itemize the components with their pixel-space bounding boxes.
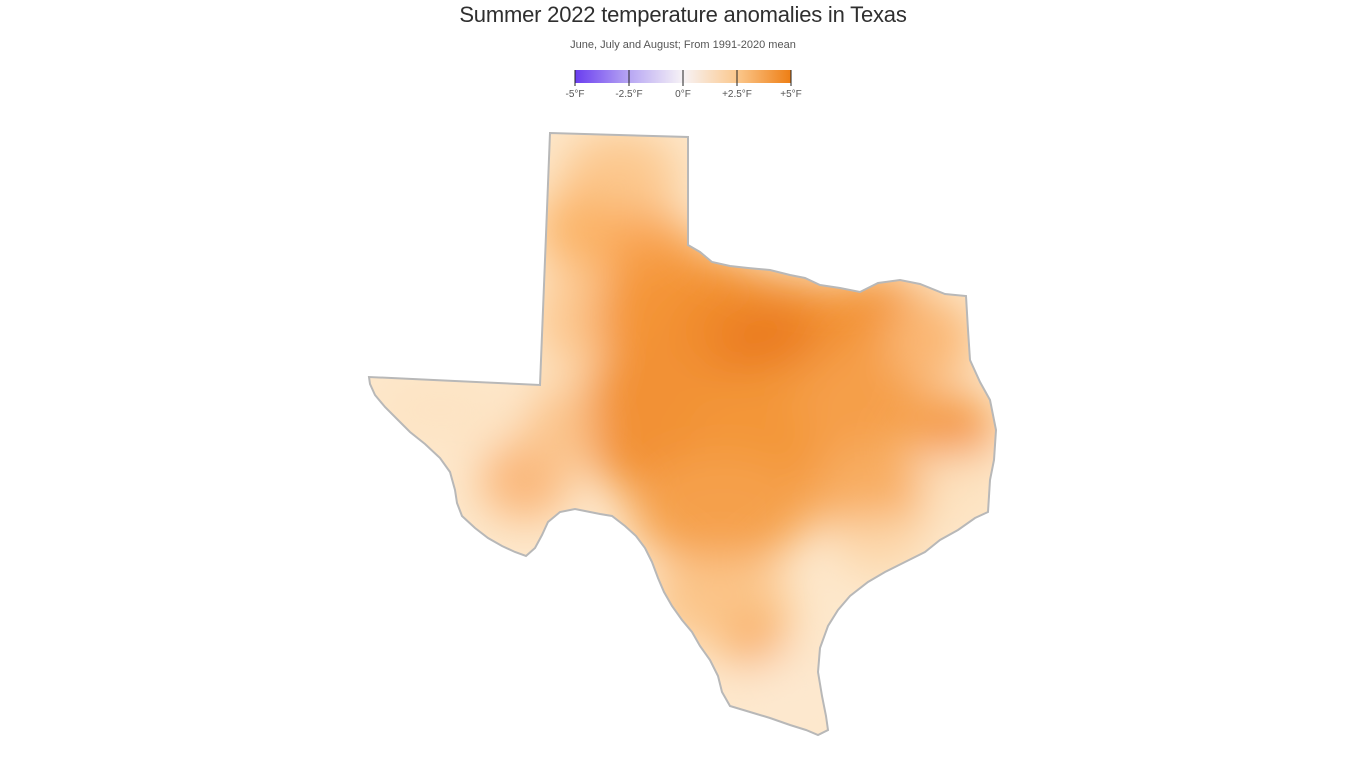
chart-title: Summer 2022 temperature anomalies in Tex… (459, 2, 907, 27)
legend-label-2: 0°F (675, 89, 691, 100)
legend-svg: -5°F -2.5°F 0°F +2.5°F +5°F (566, 70, 802, 100)
legend-label-1: -2.5°F (615, 89, 642, 100)
anomaly-field (369, 133, 996, 735)
legend-label-3: +2.5°F (722, 89, 752, 100)
anomaly-blobs (370, 133, 996, 730)
legend-label-0: -5°F (566, 89, 585, 100)
chart-subtitle: June, July and August; From 1991-2020 me… (570, 39, 796, 51)
color-legend: -5°F -2.5°F 0°F +2.5°F +5°F (560, 66, 806, 106)
legend-label-4: +5°F (780, 89, 802, 100)
